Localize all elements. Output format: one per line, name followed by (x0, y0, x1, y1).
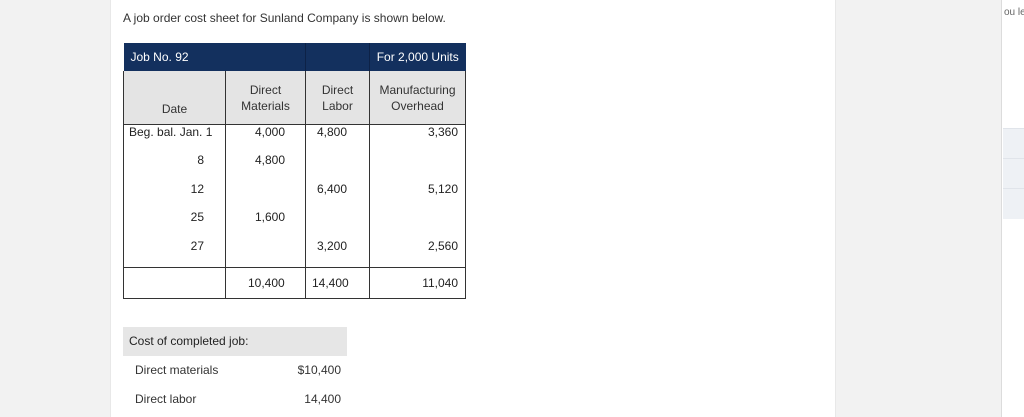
side-panel-item[interactable] (1003, 158, 1024, 189)
totals-row: 10,400 14,400 11,040 (123, 266, 466, 299)
row-direct-labor: 4,800 (305, 124, 370, 153)
job-number: Job No. 92 (123, 43, 306, 71)
intro-text: A job order cost sheet for Sunland Compa… (123, 11, 446, 25)
direct-materials-column-header: Direct Materials (225, 71, 306, 125)
total-direct-materials: 10,400 (225, 266, 306, 299)
side-panel: ou lea (1001, 0, 1024, 417)
row-direct-labor: 6,400 (305, 181, 370, 210)
table-row: 12 6,400 5,120 (123, 181, 466, 210)
question-panel: A job order cost sheet for Sunland Compa… (110, 0, 836, 417)
date-column-header: Date (123, 71, 226, 125)
row-direct-materials (225, 181, 306, 210)
row-overhead: 2,560 (369, 238, 466, 267)
direct-labor-header-label: Direct Labor (321, 82, 354, 113)
row-overhead: 3,360 (369, 124, 466, 153)
cost-line-label: Direct labor (135, 392, 197, 406)
total-direct-labor: 14,400 (305, 266, 370, 299)
table-row: 8 4,800 (123, 153, 466, 182)
row-overhead: 5,120 (369, 181, 466, 210)
cost-line-direct-materials: Direct materials $10,400 (135, 363, 341, 377)
table-row: 25 1,600 (123, 210, 466, 239)
row-direct-materials: 1,600 (225, 210, 306, 239)
cost-line-amount: $10,400 (297, 363, 341, 377)
column-header-row: Date Direct Materials Direct Labor Manuf… (123, 71, 466, 125)
row-date: 25 (123, 210, 226, 239)
totals-date-cell (123, 266, 226, 299)
total-overhead: 11,040 (369, 266, 466, 299)
row-date: 8 (123, 153, 226, 182)
direct-labor-column-header: Direct Labor (305, 71, 370, 125)
side-panel-item[interactable] (1003, 128, 1024, 159)
cost-line-amount: 14,400 (304, 392, 341, 406)
cost-line-label: Direct materials (135, 363, 219, 377)
row-direct-materials: 4,800 (225, 153, 306, 182)
overhead-column-header: Manufacturing Overhead (369, 71, 466, 125)
row-direct-labor (305, 153, 370, 182)
row-overhead (369, 153, 466, 182)
overhead-header-label: Manufacturing Overhead (379, 82, 456, 113)
row-direct-labor (305, 210, 370, 239)
row-direct-labor: 3,200 (305, 238, 370, 267)
row-date: 27 (123, 238, 226, 267)
row-overhead (369, 210, 466, 239)
table-row: 27 3,200 2,560 (123, 238, 466, 267)
units-label: For 2,000 Units (369, 43, 466, 71)
row-date: Beg. bal. Jan. 1 (123, 124, 226, 153)
row-direct-materials: 4,000 (225, 124, 306, 153)
table-row: Beg. bal. Jan. 1 4,000 4,800 3,360 (123, 124, 466, 153)
direct-materials-header-label: Direct Materials (241, 82, 290, 113)
side-panel-snippet: ou lea (1004, 7, 1024, 18)
cost-line-direct-labor: Direct labor 14,400 (135, 392, 341, 406)
header-spacer (305, 43, 370, 71)
cost-of-completed-job-heading: Cost of completed job: (123, 327, 347, 356)
side-panel-item[interactable] (1003, 188, 1024, 219)
job-order-cost-sheet: Job No. 92 For 2,000 Units Date Direct M… (123, 43, 466, 299)
row-date: 12 (123, 181, 226, 210)
sheet-header-row: Job No. 92 For 2,000 Units (123, 43, 466, 71)
row-direct-materials (225, 238, 306, 267)
